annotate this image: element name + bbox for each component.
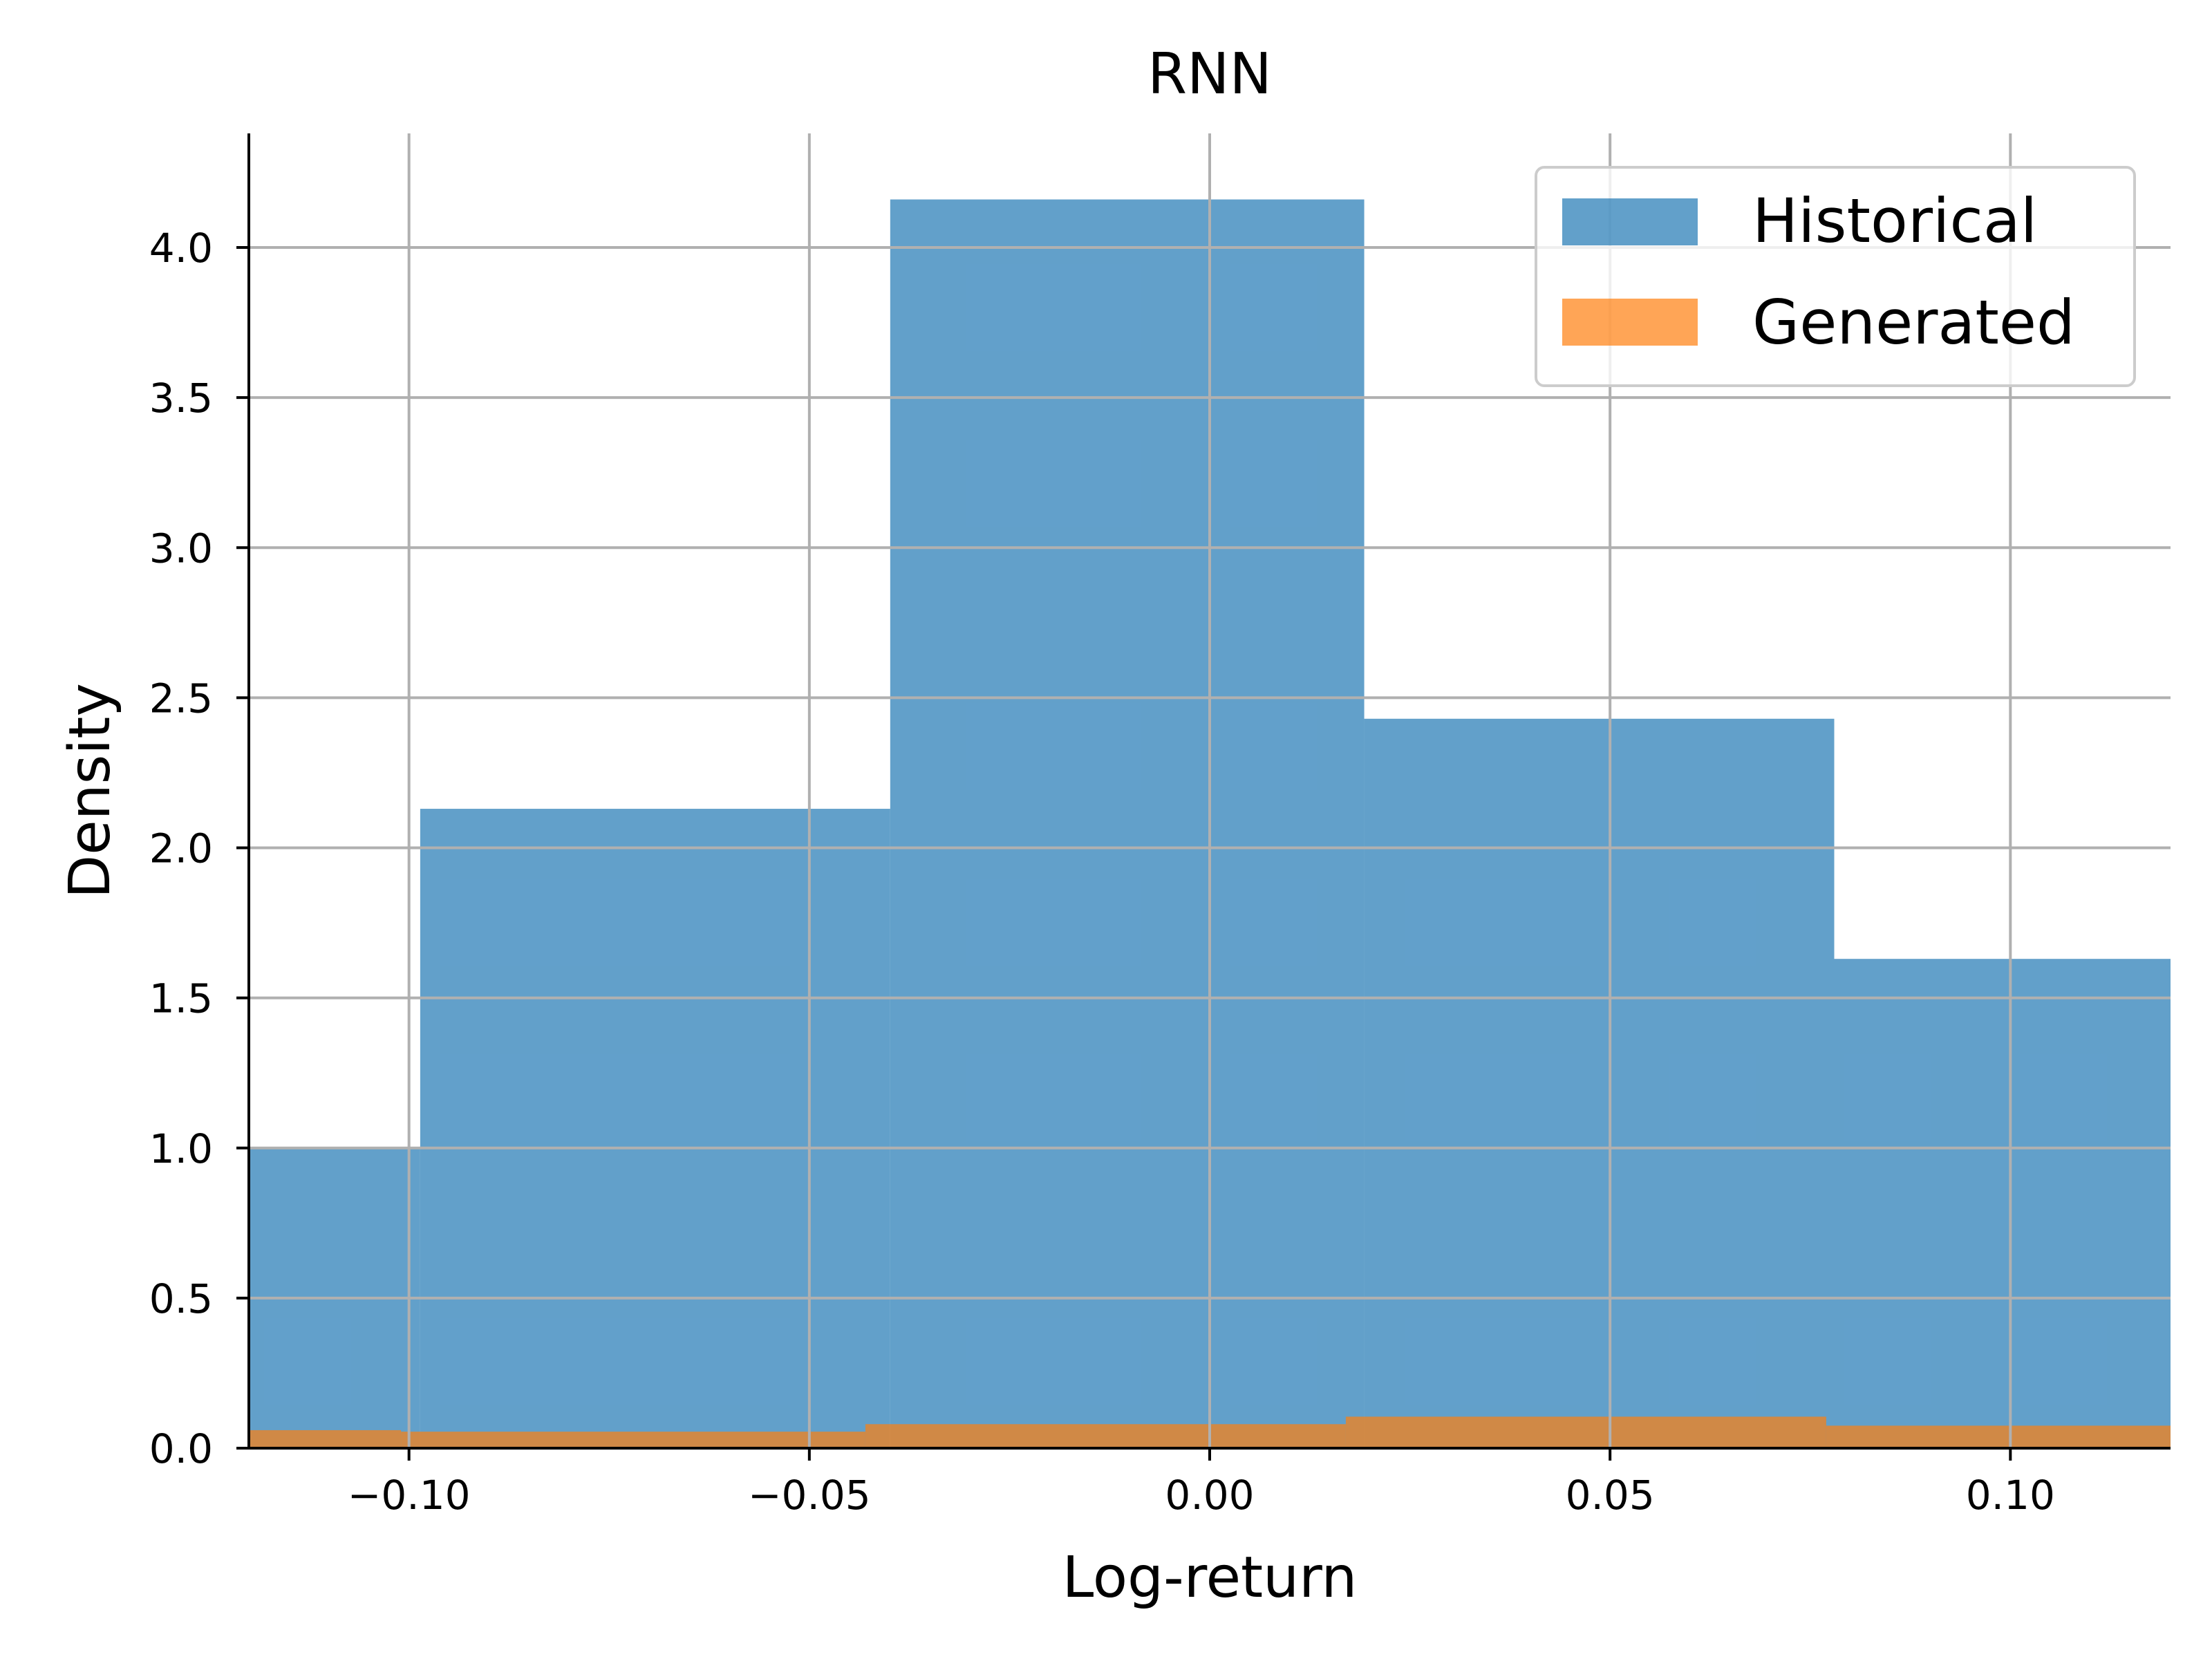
legend-label-generated: Generated bbox=[1752, 287, 2075, 358]
legend: Historical Generated bbox=[1535, 166, 2136, 387]
bar-historical-2 bbox=[890, 199, 1365, 1448]
bar-generated-3 bbox=[1345, 1416, 1826, 1448]
bar-generated-0 bbox=[249, 1430, 402, 1448]
x-tick-label-4: 0.10 bbox=[1966, 1472, 2055, 1519]
y-tick-label-5: 2.5 bbox=[149, 675, 213, 722]
chart-title: RNN bbox=[1147, 41, 1272, 107]
legend-swatch-generated bbox=[1562, 299, 1698, 346]
x-tick-label-3: 0.05 bbox=[1566, 1472, 1655, 1519]
y-tick-label-0: 0.0 bbox=[149, 1425, 213, 1472]
bar-historical-1 bbox=[420, 809, 890, 1448]
y-tick-label-2: 1.0 bbox=[149, 1125, 213, 1172]
y-tick-label-6: 3.0 bbox=[149, 525, 213, 572]
x-tick-label-2: 0.00 bbox=[1165, 1472, 1254, 1519]
bar-generated-2 bbox=[865, 1424, 1346, 1448]
x-tick-label-1: −0.05 bbox=[748, 1472, 871, 1519]
bar-generated-1 bbox=[401, 1432, 865, 1448]
bars-layer bbox=[249, 199, 2171, 1448]
y-tick-label-4: 2.0 bbox=[149, 825, 213, 872]
ticks-layer: −0.10 −0.05 0.00 0.05 0.10 0.0 0.5 1.0 1.5 2.0 2.5… bbox=[149, 225, 2055, 1519]
y-tick-label-1: 0.5 bbox=[149, 1275, 213, 1322]
y-tick-label-3: 1.5 bbox=[149, 975, 213, 1022]
legend-label-historical: Historical bbox=[1752, 185, 2037, 256]
grid-layer bbox=[249, 133, 2171, 1450]
bar-historical-4 bbox=[1834, 959, 2171, 1448]
bar-generated-4 bbox=[1826, 1425, 2171, 1448]
bar-historical-3 bbox=[1364, 718, 1835, 1448]
x-axis-label: Log-return bbox=[1062, 1545, 1358, 1611]
y-axis-label: Density bbox=[57, 683, 123, 899]
y-tick-label-7: 3.5 bbox=[149, 375, 213, 422]
x-tick-label-0: −0.10 bbox=[348, 1472, 471, 1519]
legend-swatch-historical bbox=[1562, 198, 1698, 245]
y-tick-label-8: 4.0 bbox=[149, 225, 213, 272]
